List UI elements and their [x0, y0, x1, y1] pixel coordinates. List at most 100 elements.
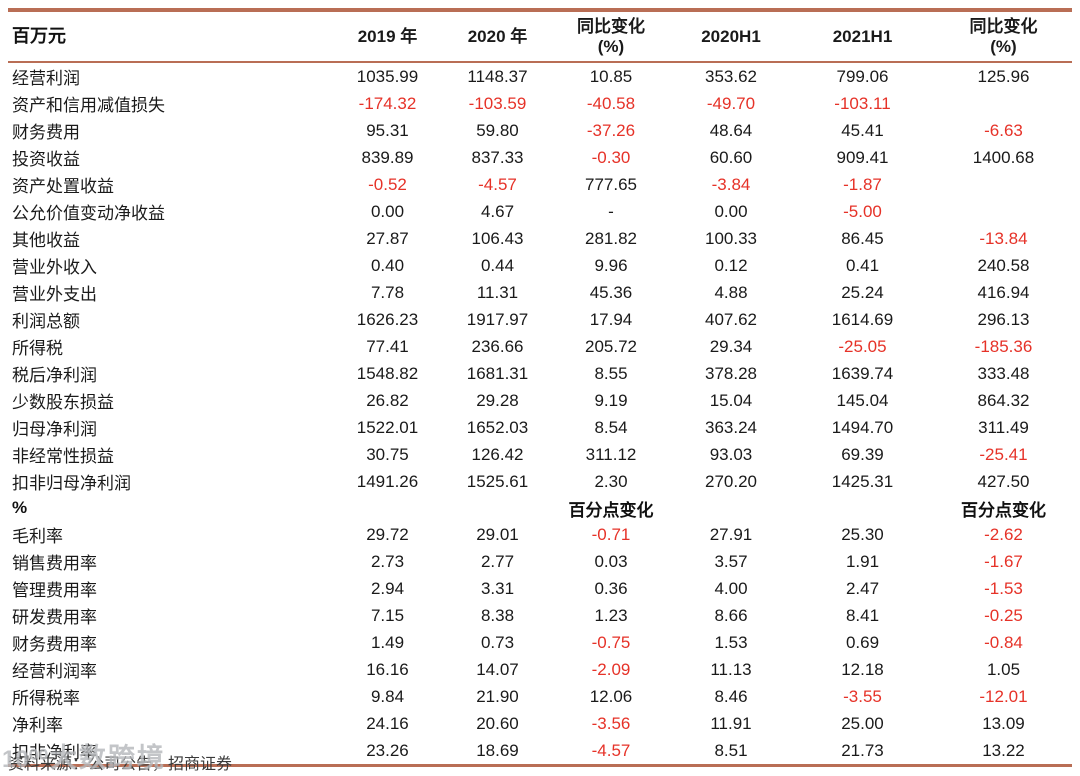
- value-cell: 1.91: [845, 551, 880, 571]
- row-label: 投资收益: [12, 150, 80, 169]
- value-cell: 864.32: [977, 390, 1030, 410]
- value-cell: 11.91: [710, 713, 752, 733]
- value-cell: 26.82: [366, 390, 409, 410]
- section-subheader-cell: [445, 495, 550, 521]
- value-cell: 100.33: [705, 228, 757, 248]
- value-cell: 839.89: [361, 147, 414, 167]
- value-cell: 0.03: [594, 551, 628, 571]
- section-subheader-cell: 百分点变化: [961, 500, 1046, 520]
- table-row: 资产和信用减值损失 -174.32 -103.59 -40.58 -49.70 -103.…: [8, 90, 1072, 117]
- value-cell: 106.43: [471, 228, 524, 248]
- section-header-label: %: [12, 498, 28, 517]
- value-cell: 15.04: [709, 390, 753, 410]
- value-cell: 9.96: [594, 255, 628, 275]
- value-cell: 0.36: [594, 578, 628, 598]
- table-row: 资产处置收益 -0.52 -4.57 777.65 -3.84 -1.87: [8, 171, 1072, 198]
- value-cell: -0.71: [591, 524, 631, 544]
- value-cell: 0.00: [714, 201, 748, 221]
- value-cell: 0.00: [370, 201, 405, 221]
- value-cell: -1.67: [984, 551, 1023, 571]
- column-header-2020h1: 2020H1: [672, 10, 790, 63]
- value-cell: -4.57: [550, 737, 672, 767]
- value-cell: 60.60: [709, 147, 753, 167]
- table-row: 所得税率 9.84 21.90 12.06 8.46 -3.55 -12.01: [8, 683, 1072, 710]
- value-cell: 1525.61: [466, 471, 529, 491]
- section-subheader-cell: [672, 495, 790, 521]
- value-cell: -12.01: [979, 686, 1028, 706]
- value-cell: 8.54: [594, 417, 628, 437]
- value-cell: 236.66: [471, 336, 524, 356]
- value-cell: 23.26: [330, 737, 445, 767]
- value-cell: 1.05: [986, 659, 1021, 679]
- table-row: 投资收益 839.89 837.33 -0.30 60.60 909.41 1400.68: [8, 144, 1072, 171]
- value-cell: 29.01: [476, 524, 519, 544]
- value-cell: 16.16: [366, 659, 409, 679]
- row-label: 营业外支出: [12, 285, 97, 304]
- value-cell: 1522.01: [356, 417, 419, 437]
- value-cell: 416.94: [977, 282, 1030, 302]
- value-cell: 4.00: [714, 578, 748, 598]
- value-cell: -2.09: [591, 659, 631, 679]
- value-cell: -103.59: [468, 93, 527, 113]
- value-cell: -2.62: [984, 524, 1023, 544]
- value-cell: 427.50: [977, 471, 1030, 491]
- row-label: 扣非净利率: [8, 737, 330, 767]
- value-cell: 125.96: [977, 66, 1030, 86]
- value-cell: 378.28: [705, 363, 757, 383]
- value-cell: 29.28: [476, 390, 519, 410]
- value-cell: 0.73: [480, 632, 515, 652]
- value-cell: 25.24: [841, 282, 884, 302]
- table-row: 公允价值变动净收益 0.00 4.67 - 0.00 -5.00: [8, 198, 1072, 225]
- row-label: 净利率: [12, 716, 63, 735]
- row-label: 所得税率: [12, 689, 80, 708]
- value-cell: 3.31: [480, 578, 515, 598]
- value-cell: [935, 171, 1072, 198]
- table-row: 营业外支出 7.78 11.31 45.36 4.88 25.24 416.94: [8, 279, 1072, 306]
- value-cell: 9.19: [594, 390, 628, 410]
- value-cell: 8.51: [672, 737, 790, 767]
- value-cell: 7.15: [370, 605, 405, 625]
- row-label: 财务费用: [12, 123, 80, 142]
- value-cell: -49.70: [706, 93, 756, 113]
- value-cell: 407.62: [705, 309, 757, 329]
- value-cell: 281.82: [585, 228, 637, 248]
- value-cell: -13.84: [979, 228, 1028, 248]
- value-cell: 86.45: [841, 228, 884, 248]
- value-cell: 30.75: [366, 444, 409, 464]
- value-cell: 4.88: [714, 282, 748, 302]
- value-cell: 24.16: [366, 713, 409, 733]
- table-row: 扣非净利率 23.26 18.69 -4.57 8.51 21.73 13.22: [8, 737, 1072, 767]
- value-cell: -3.84: [711, 174, 751, 194]
- value-cell: 8.55: [594, 363, 628, 383]
- table-row: 归母净利润 1522.01 1652.03 8.54 363.24 1494.70 311.…: [8, 414, 1072, 441]
- row-label: 毛利率: [12, 527, 63, 546]
- value-cell: -0.52: [368, 174, 407, 194]
- section-subheader-cell: [790, 495, 935, 521]
- value-cell: -1.87: [843, 174, 882, 194]
- value-cell: 240.58: [977, 255, 1030, 275]
- value-cell: 27.91: [709, 524, 753, 544]
- table-row: 研发费用率 7.15 8.38 1.23 8.66 8.41 -0.25: [8, 602, 1072, 629]
- table-row: 非经常性损益 30.75 126.42 311.12 93.03 69.39 -25.41: [8, 441, 1072, 468]
- table-row: 经营利润率 16.16 14.07 -2.09 11.13 12.18 1.05: [8, 656, 1072, 683]
- financial-table: 百万元 2019 年 2020 年 同比变化 (%) 2020H1 2021H1…: [8, 8, 1072, 767]
- unit-header: 百万元: [8, 10, 330, 63]
- value-cell: 14.07: [476, 659, 519, 679]
- value-cell: -185.36: [974, 336, 1033, 356]
- value-cell: 77.41: [366, 336, 409, 356]
- row-label: 扣非归母净利润: [12, 474, 131, 493]
- value-cell: -174.32: [358, 93, 417, 113]
- row-label: 财务费用率: [12, 635, 97, 654]
- value-cell: 3.57: [714, 551, 748, 571]
- row-label: 税后净利润: [12, 366, 97, 385]
- column-header-yoy-h1: 同比变化 (%): [935, 10, 1072, 63]
- value-cell: 311.49: [978, 417, 1029, 437]
- value-cell: 1639.74: [831, 363, 894, 383]
- value-cell: -0.30: [591, 147, 631, 167]
- row-label: 管理费用率: [12, 581, 97, 600]
- value-cell: 8.46: [714, 686, 748, 706]
- value-cell: 145.04: [836, 390, 889, 410]
- value-cell: 13.09: [982, 713, 1025, 733]
- value-cell: 10.85: [589, 66, 633, 86]
- value-cell: -3.55: [843, 686, 882, 706]
